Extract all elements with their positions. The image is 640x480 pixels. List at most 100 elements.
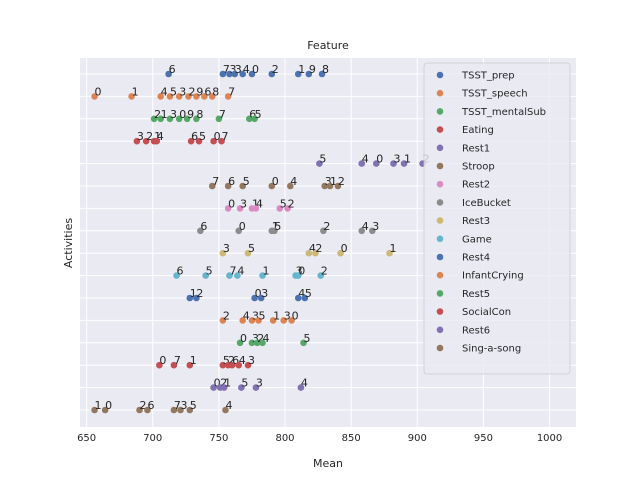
data-label: 5 [170,85,177,98]
data-point [269,317,277,324]
data-point [170,361,178,369]
legend-marker [436,108,444,115]
data-label: 2 [257,332,264,345]
x-tick-label: 750 [209,433,228,444]
data-label: 4 [362,220,369,233]
legend-marker [436,253,444,261]
data-point [173,272,180,279]
data-label: 4 [157,130,164,143]
data-label: 3 [248,354,255,367]
data-label: 7 [174,399,181,412]
data-point [372,160,380,167]
data-point [219,70,227,78]
data-label: 2 [196,287,203,300]
data-point [91,93,98,100]
data-point [369,227,376,235]
data-label: 3 [325,175,332,188]
data-points: 6 7 33 4 0 2 1 9 80 1 4 5 3 2 9 6 8 72 1 3 0 9 8 7 653 2 14 6 5 0 75 4 0… [91,63,430,414]
data-point [128,93,135,100]
x-axis-label: Mean [313,457,343,470]
data-point [91,406,98,414]
data-point [133,137,141,145]
data-label: 5 [243,175,250,188]
data-label: 3 [252,309,259,322]
data-point [326,182,334,190]
chart-title: Feature [307,39,349,52]
legend-marker [436,235,444,243]
data-label: 1 [190,287,197,300]
x-tick-label: 950 [474,433,493,444]
data-label: 0 [298,265,305,278]
data-point [193,115,200,123]
x-tick-label: 900 [408,433,427,444]
legend-entry: TSST_prep [461,71,515,82]
data-point [294,294,302,302]
legend-entry: Rest4 [462,253,490,264]
data-label: 2 [140,399,147,412]
data-label: 5 [223,354,230,367]
data-point [183,115,191,123]
x-tick-label: 850 [342,433,361,444]
data-point [228,361,236,369]
legend-marker [436,217,444,224]
data-point [390,160,397,167]
data-label: 5 [319,153,326,166]
data-label: 2 [228,354,235,367]
data-label: 3 [229,63,236,76]
data-point [268,70,276,78]
data-label: 1 [161,108,168,121]
data-point [236,205,244,212]
data-point [259,272,266,279]
legend-entry: Rest2 [462,180,490,191]
data-label: 3 [179,85,186,98]
data-point [248,317,256,324]
data-point [101,406,109,414]
data-point [142,137,150,145]
data-label: 0 [252,63,259,76]
data-label: 0 [159,354,166,367]
data-point [259,339,266,347]
data-point [316,160,323,167]
data-point [208,182,216,190]
data-label: 1 [263,265,270,278]
data-point [300,339,307,347]
data-point [284,205,291,212]
data-label: 2 [223,309,230,322]
data-label: 2 [154,108,161,121]
data-label: 6 [249,108,256,121]
data-point [294,272,302,279]
data-point [175,115,183,123]
legend-entry: InfantCrying [462,271,524,282]
data-point [252,384,260,391]
data-point [318,70,326,78]
data-label: 4 [263,332,270,345]
data-label: 0 [95,85,102,98]
data-point [157,115,164,123]
legend-box [423,62,571,375]
data-point [197,227,204,235]
data-label: 0 [228,197,235,210]
data-label: 3 [261,287,268,300]
data-label: 6 [191,130,198,143]
data-point [239,182,246,190]
data-label: 6 [204,85,211,98]
data-point [234,272,241,279]
data-point [246,115,253,123]
data-label: 2 [272,63,279,76]
data-point [156,361,163,369]
data-label: 4 [256,197,263,210]
data-label: 2 [321,265,328,278]
data-label: 3 [170,108,177,121]
data-point [219,249,227,257]
data-point [186,406,194,414]
data-point [235,227,243,235]
data-point [400,160,408,167]
data-point [288,317,295,324]
legend-entry: TSST_speech [461,89,528,100]
data-label: 6 [200,220,207,233]
legend-entry: Rest5 [462,289,490,300]
data-point [358,160,366,167]
data-point [231,70,239,78]
data-label: 4 [309,242,316,255]
data-label: 3 [223,242,230,255]
